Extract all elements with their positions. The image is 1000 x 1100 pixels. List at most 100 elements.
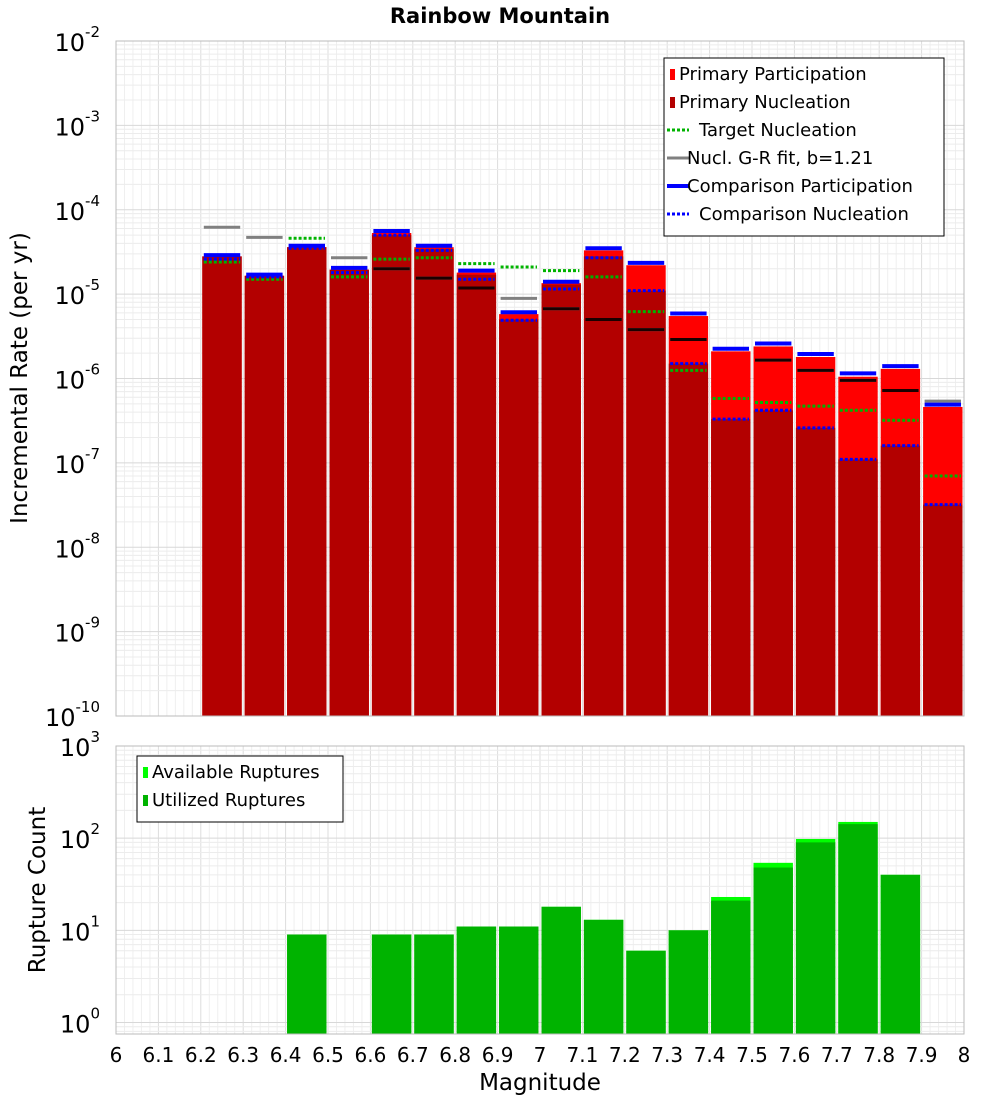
- top-legend-label-target-nucleation: Target Nucleation: [698, 120, 857, 141]
- top-y-tick-label: 10-7: [54, 445, 100, 479]
- bottom-bar-utilized-ruptures: [753, 867, 793, 1034]
- top-bar-primary-nucleation: [414, 249, 454, 716]
- y-tick-base: 10: [54, 282, 85, 310]
- top-y-tick-label: 10-4: [54, 192, 100, 226]
- y-tick-base: 10: [54, 113, 85, 141]
- top-legend-label-primary-participation: Primary Participation: [679, 64, 867, 85]
- x-tick-label: 6.6: [354, 1043, 386, 1067]
- y-tick-base: 10: [60, 918, 91, 946]
- y-tick-base: 10: [60, 1010, 91, 1038]
- bottom-bar-utilized-ruptures: [371, 934, 412, 1034]
- y-tick-base: 10: [60, 826, 91, 854]
- top-bar-primary-nucleation: [371, 235, 412, 716]
- x-tick-label: 6.2: [185, 1043, 217, 1067]
- top-bar-primary-nucleation: [287, 247, 327, 716]
- x-tick-label: 7.5: [736, 1043, 768, 1067]
- y-tick-exponent: -6: [85, 361, 100, 379]
- bottom-y-tick-label: 100: [60, 1004, 100, 1038]
- bottom-y-tick-label: 101: [60, 912, 100, 946]
- bottom-bar-utilized-ruptures: [668, 930, 709, 1034]
- x-tick-label: 6: [110, 1043, 123, 1067]
- top-legend-box: [663, 57, 945, 237]
- bottom-legend-label-available-ruptures: Available Ruptures: [152, 762, 320, 783]
- bottom-plot-border: [115, 745, 965, 1035]
- top-y-tick-label: 10-10: [45, 698, 100, 732]
- top-bar-primary-nucleation: [626, 290, 666, 716]
- y-tick-base: 10: [54, 367, 85, 395]
- x-tick-label: 6.9: [482, 1043, 514, 1067]
- top-bar-primary-nucleation: [711, 419, 751, 716]
- x-tick-label: 6.1: [142, 1043, 174, 1067]
- y-tick-exponent: -10: [76, 698, 101, 716]
- y-tick-exponent: -7: [85, 445, 100, 463]
- top-plot-border: [115, 40, 965, 717]
- bottom-bar-utilized-ruptures: [838, 824, 878, 1034]
- y-tick-base: 10: [54, 29, 85, 57]
- top-y-tick-label: 10-5: [54, 276, 100, 310]
- top-bar-primary-nucleation: [583, 256, 624, 716]
- bottom-legend-box: [136, 755, 344, 823]
- x-tick-label: 7.3: [651, 1043, 683, 1067]
- bottom-bar-utilized-ruptures: [626, 950, 666, 1034]
- bottom-bar-utilized-ruptures: [711, 900, 751, 1034]
- top-bar-primary-nucleation: [923, 504, 963, 716]
- y-tick-exponent: 3: [90, 728, 100, 746]
- top-legend-label-comparison-nucleation: Comparison Nucleation: [699, 204, 909, 225]
- y-tick-exponent: 2: [90, 820, 100, 838]
- x-axis-label: Magnitude: [479, 1070, 601, 1096]
- y-tick-exponent: -2: [85, 23, 100, 41]
- y-tick-base: 10: [54, 451, 85, 479]
- bottom-bar-utilized-ruptures: [583, 919, 624, 1034]
- x-tick-label: 7.6: [778, 1043, 810, 1067]
- y-tick-exponent: -9: [85, 614, 100, 632]
- bottom-bar-utilized-ruptures: [414, 934, 454, 1034]
- bottom-legend-label-utilized-ruptures: Utilized Ruptures: [152, 790, 305, 811]
- bottom-legend-swatch-utilized-ruptures: [143, 795, 148, 806]
- top-bar-primary-nucleation: [202, 256, 242, 716]
- top-bar-primary-nucleation: [668, 363, 709, 716]
- top-legend-label-comparison-participation: Comparison Participation: [687, 176, 913, 197]
- top-bar-primary-nucleation: [329, 269, 369, 716]
- bottom-y-axis-label: Rupture Count: [25, 807, 51, 973]
- top-y-tick-label: 10-9: [54, 614, 100, 648]
- bottom-bar-utilized-ruptures: [499, 926, 539, 1034]
- top-bar-primary-nucleation: [795, 427, 836, 716]
- x-tick-label: 6.3: [227, 1043, 259, 1067]
- top-legend: Primary Participation Primary Nucleation T…: [663, 57, 945, 237]
- top-bar-primary-nucleation: [541, 284, 581, 716]
- chart-title: Rainbow Mountain: [390, 4, 610, 28]
- top-bar-primary-nucleation: [499, 319, 539, 716]
- top-legend-swatch-primary-participation: [670, 69, 675, 80]
- y-tick-exponent: -3: [85, 107, 100, 125]
- bottom-legend: Available Ruptures Utilized Ruptures: [136, 755, 344, 823]
- x-tick-label: 6.4: [270, 1043, 302, 1067]
- top-bar-primary-nucleation: [880, 445, 921, 716]
- bottom-bar-utilized-ruptures: [456, 926, 497, 1034]
- x-tick-label: 6.7: [397, 1043, 429, 1067]
- y-tick-base: 10: [60, 734, 91, 762]
- top-y-axis-label: Incremental Rate (per yr): [7, 232, 33, 524]
- top-bar-primary-nucleation: [838, 459, 878, 716]
- x-tick-label: 7.4: [694, 1043, 726, 1067]
- x-tick-label: 7.2: [609, 1043, 641, 1067]
- top-y-tick-label: 10-6: [54, 361, 100, 395]
- y-tick-base: 10: [54, 620, 85, 648]
- bottom-bar-utilized-ruptures: [880, 874, 921, 1034]
- top-y-tick-label: 10-2: [54, 23, 100, 57]
- top-bar-primary-nucleation: [456, 274, 497, 716]
- bottom-y-tick-label: 103: [60, 728, 100, 762]
- bottom-legend-swatch-available-ruptures: [143, 767, 148, 778]
- x-tick-label: 7.7: [821, 1043, 853, 1067]
- bottom-bar-utilized-ruptures: [287, 934, 327, 1034]
- x-tick-label: 6.8: [439, 1043, 471, 1067]
- top-bar-primary-nucleation: [753, 410, 793, 716]
- top-legend-label-nucl-g-r-fit-b-1-21: Nucl. G-R fit, b=1.21: [687, 148, 873, 169]
- x-tick-label: 7: [534, 1043, 547, 1067]
- x-tick-label: 6.5: [312, 1043, 344, 1067]
- y-tick-base: 10: [54, 198, 85, 226]
- top-y-tick-label: 10-8: [54, 529, 100, 563]
- bottom-bar-utilized-ruptures: [795, 842, 836, 1034]
- x-tick-label: 7.9: [906, 1043, 938, 1067]
